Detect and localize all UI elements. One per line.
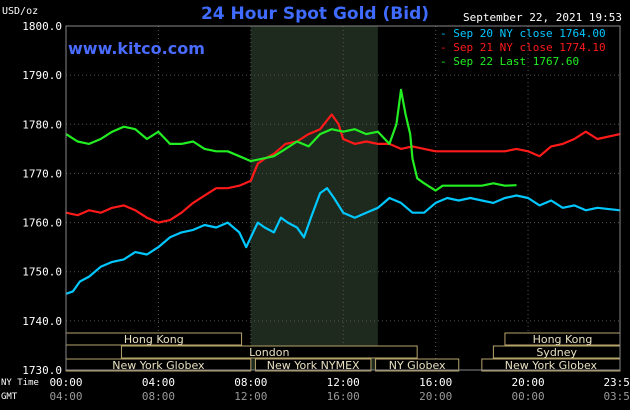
series-line-1	[65, 113, 621, 224]
x-tick-label-ny: 12:00	[327, 376, 360, 389]
x-tick-label-ny: 23:59	[603, 376, 630, 389]
x-tick-label-gmt: 12:00	[234, 390, 267, 403]
x-tick-label-gmt: 16:00	[327, 390, 360, 403]
session-new-york-globex: New York Globex	[65, 358, 252, 372]
legend-entry-sep21: - Sep 21 NY close 1774.10	[440, 41, 606, 54]
x-tick-labels: 00:0004:0004:0008:0008:0012:0012:0016:00…	[49, 376, 630, 403]
session-label: Hong Kong	[124, 333, 184, 346]
session-bar	[375, 358, 460, 372]
legend-entry-sep20: - Sep 20 NY close 1764.00	[440, 27, 606, 40]
y-tick-label: 1780.0	[22, 118, 62, 131]
x-tick-label-gmt: 08:00	[142, 390, 175, 403]
session-bar	[254, 358, 372, 372]
series-line-0	[65, 187, 621, 295]
nymex-shaded-region	[250, 26, 378, 370]
ny-time-label: NY Time	[1, 378, 39, 388]
x-tick-label-gmt: 03:59	[603, 390, 630, 403]
y-tick-label: 1790.0	[22, 69, 62, 82]
session-hong-kong: Hong Kong	[65, 332, 243, 346]
session-label: London	[249, 346, 289, 359]
x-tick-label-ny: 20:00	[511, 376, 544, 389]
x-tick-label-ny: 00:00	[49, 376, 82, 389]
session-label: New York Globex	[112, 359, 205, 372]
x-tick-label-gmt: 00:00	[511, 390, 544, 403]
y-tick-label: 1740.0	[22, 315, 62, 328]
x-tick-label-ny: 04:00	[142, 376, 175, 389]
x-tick-label-gmt: 04:00	[49, 390, 82, 403]
session-new-york-globex: New York Globex	[481, 358, 621, 372]
y-tick-label: 1730.0	[22, 364, 62, 377]
session-bar	[120, 345, 418, 359]
plot-frame	[65, 25, 621, 371]
legend: - Sep 20 NY close 1764.00 - Sep 21 NY cl…	[440, 27, 606, 69]
y-tick-label: 1800.0	[22, 20, 62, 33]
session-sydney: Sydney	[492, 345, 621, 359]
price-lines	[65, 88, 621, 295]
x-tick-label-ny: 16:00	[419, 376, 452, 389]
gmt-label: GMT	[1, 392, 18, 402]
x-tick-label-gmt: 20:00	[419, 390, 452, 403]
legend-label: Sep 21 NY close 1774.10	[453, 41, 606, 54]
session-label: New York Globex	[505, 359, 598, 372]
unit-label: USD/oz	[2, 6, 39, 17]
session-label: NY Globex	[389, 359, 446, 372]
session-new-york-nymex: New York NYMEX	[254, 358, 372, 372]
session-label: Hong Kong	[533, 333, 593, 346]
session-ny-globex: NY Globex	[375, 358, 460, 372]
brand-url[interactable]: www.kitco.com	[68, 39, 205, 58]
y-tick-label: 1770.0	[22, 167, 62, 180]
chart-title: 24 Hour Spot Gold (Bid)	[200, 4, 430, 24]
session-london: London	[120, 345, 418, 359]
session-hong-kong: Hong Kong	[504, 332, 621, 346]
y-tick-labels: 1730.0 1740.0 1750.0 1760.0 1770.0 1780.0 1790…	[22, 20, 62, 377]
session-label: Sydney	[536, 346, 577, 359]
timestamp: September 22, 2021 19:53	[463, 11, 622, 24]
y-tick-label: 1750.0	[22, 266, 62, 279]
series-line-2	[65, 88, 517, 192]
market-sessions: Hong Kong London New York Globex New York N…	[65, 332, 621, 372]
x-tick-label-ny: 08:00	[234, 376, 267, 389]
y-tick-label: 1760.0	[22, 217, 62, 230]
legend-label: Sep 22 Last 1767.60	[453, 55, 580, 68]
session-label: New York NYMEX	[267, 359, 360, 372]
legend-entry-sep22: - Sep 22 Last 1767.60	[440, 55, 580, 68]
legend-label: Sep 20 NY close 1764.00	[453, 27, 606, 40]
